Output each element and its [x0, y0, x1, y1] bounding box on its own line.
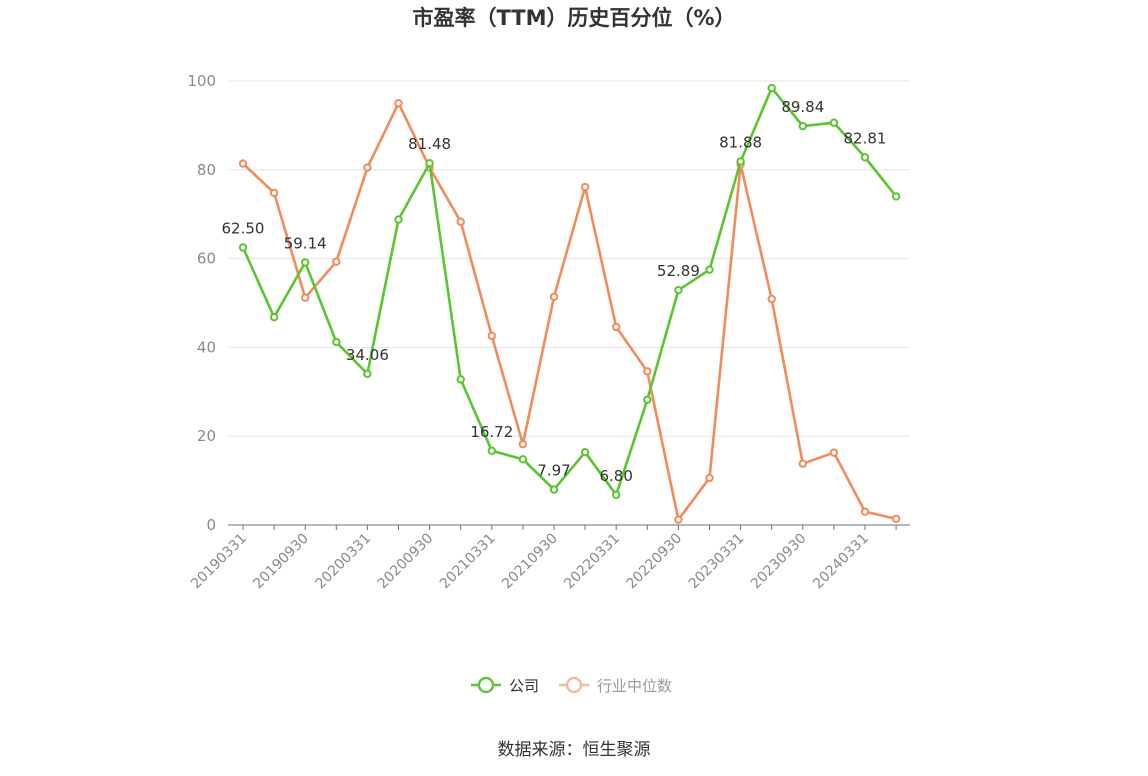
- x-tick-label: 20190930: [250, 531, 312, 593]
- legend-item-company[interactable]: 公司: [471, 676, 539, 695]
- data-point: [643, 367, 652, 376]
- data-point: [238, 159, 248, 168]
- data-point: [363, 369, 372, 378]
- data-point: [332, 337, 341, 347]
- data-point: [456, 217, 465, 226]
- data-point: [549, 485, 559, 494]
- x-tick-label: 20220930: [624, 531, 686, 593]
- y-tick-label: 60: [197, 250, 216, 268]
- data-point: [394, 99, 403, 108]
- y-tick-label: 100: [187, 72, 216, 90]
- data-point: [829, 448, 839, 457]
- data-point: [891, 192, 901, 201]
- data-point: [674, 285, 683, 295]
- legend[interactable]: 公司 行业中位数: [471, 676, 672, 695]
- y-tick-label: 40: [197, 338, 216, 356]
- x-tick-label: 20240331: [810, 531, 872, 593]
- legend-label: 行业中位数: [597, 677, 672, 695]
- data-label: 34.06: [346, 346, 389, 364]
- data-point: [425, 159, 434, 168]
- x-tick-label: 20210930: [499, 531, 561, 593]
- data-source: 数据来源：恒生聚源: [498, 740, 651, 760]
- y-tick-label: 80: [197, 161, 216, 179]
- data-point: [829, 118, 839, 127]
- x-tick-label: 20190331: [188, 531, 250, 593]
- legend-item-industry-median[interactable]: 行业中位数: [559, 676, 672, 695]
- x-tick-label: 20220331: [561, 531, 623, 593]
- x-tick-label: 20230930: [748, 531, 810, 593]
- data-point: [798, 121, 807, 131]
- data-point: [301, 293, 310, 302]
- data-point: [580, 447, 590, 457]
- data-point: [238, 243, 248, 252]
- data-point: [705, 473, 714, 483]
- data-point: [580, 182, 590, 192]
- data-point: [518, 439, 528, 449]
- data-point: [518, 455, 528, 464]
- legend-marker: [477, 676, 495, 694]
- y-tick-label: 20: [197, 427, 216, 445]
- data-point: [705, 265, 714, 274]
- data-label: 52.89: [657, 262, 700, 280]
- data-label: 82.81: [844, 129, 887, 147]
- legend-marker: [565, 676, 583, 694]
- data-label: 81.48: [408, 135, 451, 153]
- series-line-industry-median: [242, 101, 897, 522]
- chart-title: 市盈率（TTM）历史百分位（%）: [412, 6, 735, 30]
- data-label: 16.72: [470, 423, 513, 441]
- series-layer: [238, 83, 901, 524]
- x-axis: 20190331 20190930 20200331 20200930 20210331…: [188, 524, 910, 593]
- data-point: [332, 257, 341, 266]
- data-point: [301, 258, 310, 267]
- legend-label: 公司: [509, 677, 539, 695]
- series-line-company: [241, 86, 898, 497]
- data-point: [860, 507, 870, 516]
- data-point: [612, 322, 621, 332]
- x-tick-label: 20230331: [686, 531, 748, 593]
- data-point: [456, 375, 465, 384]
- y-axis: 0 20 40 60 80 100: [187, 72, 216, 534]
- data-label: 7.97: [537, 462, 570, 480]
- data-point: [891, 514, 901, 523]
- data-label: 62.50: [222, 220, 265, 238]
- grid: [228, 80, 910, 437]
- data-point: [363, 163, 372, 172]
- data-point: [736, 157, 745, 166]
- data-label: 6.80: [599, 467, 632, 485]
- data-point: [860, 153, 870, 162]
- data-label: 81.88: [719, 133, 762, 151]
- x-tick-label: 20200930: [375, 531, 437, 593]
- data-point: [269, 313, 279, 322]
- data-label: 59.14: [284, 234, 327, 252]
- data-point: [269, 188, 279, 198]
- data-point: [643, 395, 652, 404]
- x-tick-label: 20200331: [313, 531, 375, 593]
- data-label: 89.84: [781, 98, 824, 116]
- data-labels: 62.50 59.14 34.06 81.48 16.72 7.97 6.80 52.89 81…: [222, 98, 887, 485]
- data-point: [487, 331, 496, 341]
- data-point: [612, 490, 621, 500]
- x-tick-label: 20210331: [437, 531, 499, 593]
- data-point: [767, 83, 776, 93]
- data-point: [798, 459, 807, 468]
- data-point: [394, 215, 403, 224]
- data-point: [549, 292, 559, 301]
- data-point: [674, 515, 683, 524]
- data-point: [487, 446, 496, 455]
- data-point: [767, 294, 776, 304]
- y-tick-label: 0: [206, 516, 216, 534]
